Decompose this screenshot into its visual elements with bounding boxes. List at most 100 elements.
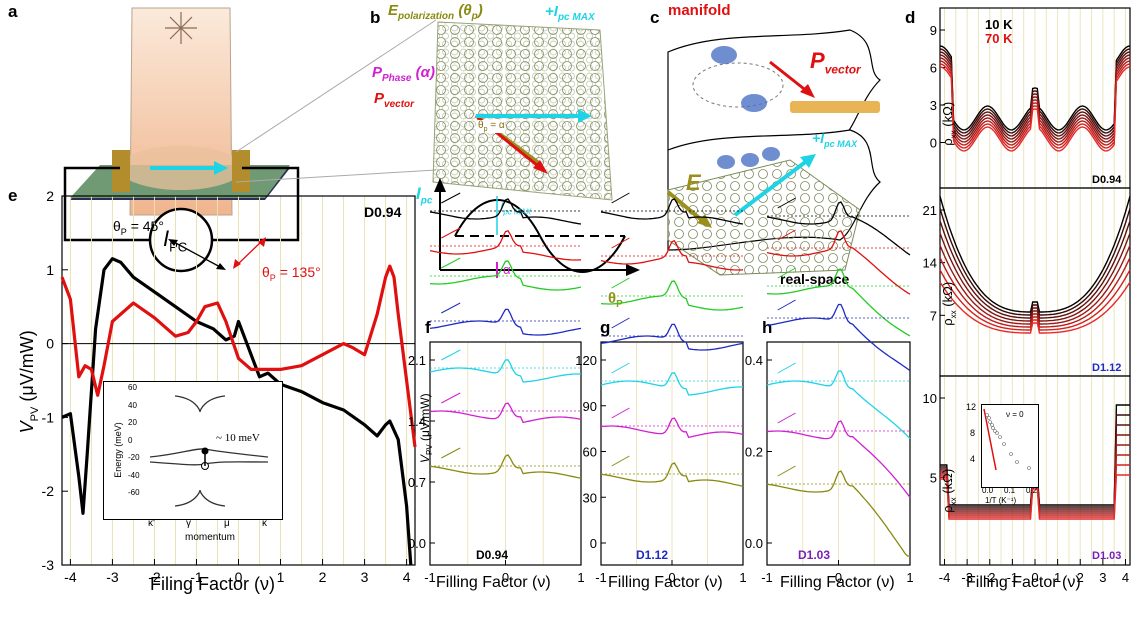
- inset-ytick: 60: [128, 383, 137, 392]
- h-trace: [766, 370, 911, 440]
- d-ytick-label: 10: [923, 391, 937, 406]
- e-ytick-label: -2: [42, 483, 55, 499]
- d-ytick-label: 0: [930, 136, 937, 151]
- g-xtick-label: -1: [595, 570, 607, 585]
- panel-h-letter: h: [762, 318, 773, 337]
- f-polarization-arrow: [441, 349, 461, 361]
- d-xtick-label: -4: [939, 570, 951, 585]
- g-polarization-arrow: [611, 455, 630, 467]
- electrode-left: [112, 150, 130, 192]
- e-xtick-label: 4: [403, 569, 411, 585]
- d-inset-xlabel: 1/T (K⁻¹): [985, 496, 1017, 505]
- d-resistivity-trace: [939, 257, 1131, 328]
- e-xtick-label: 2: [319, 569, 327, 585]
- theta-45-label: θP = 45°: [113, 218, 164, 237]
- g-trace: [600, 323, 744, 351]
- manifold-label: manifold: [668, 2, 731, 19]
- zoom-line-top: [235, 19, 437, 153]
- f-ytick-label: 2.1: [408, 353, 426, 368]
- d-ytick-label: 9: [930, 23, 937, 38]
- inset-xtick: κ': [148, 518, 155, 529]
- inset-xtick: γ: [186, 518, 191, 529]
- g-polarization-arrow: [611, 237, 630, 249]
- f-polarization-arrow: [441, 447, 461, 459]
- real-space-lattice: [667, 159, 861, 276]
- ipc-axis-label: Ipc: [416, 184, 433, 207]
- d-inset-ytick: 12: [966, 402, 977, 412]
- e-xtick-label: -4: [64, 569, 77, 585]
- d1-device-label: D0.94: [1092, 174, 1122, 186]
- panel-e-letter: e: [8, 186, 18, 205]
- pphase-label: PPhase (α): [372, 64, 435, 84]
- g-xtick-label: 0: [668, 570, 675, 585]
- e-ytick-label: 0: [46, 336, 54, 352]
- d3-device-label: D1.03: [1092, 550, 1122, 562]
- f-trace: [429, 359, 581, 383]
- d-resistivity-trace: [939, 269, 1131, 331]
- d-xtick-label: -3: [961, 570, 973, 585]
- f-trace: [429, 454, 582, 479]
- g-polarization-arrow: [611, 362, 630, 374]
- h-trace: [766, 470, 910, 557]
- panel-a-letter: a: [8, 2, 18, 21]
- h-ytick-label: 0.4: [745, 353, 763, 368]
- e-xtick-label: 0: [235, 569, 243, 585]
- g-polarization-arrow: [611, 407, 630, 419]
- d-inset-ytick: 8: [970, 428, 976, 438]
- d-resistivity-trace: [939, 66, 1131, 152]
- d-xtick-label: -1: [1007, 570, 1019, 585]
- e-ytick-label: -1: [42, 409, 55, 425]
- h-trace: [766, 420, 911, 498]
- h-polarization-arrow: [777, 229, 796, 241]
- f-device-label: D0.94: [476, 548, 509, 562]
- h-xtick-label: 0: [835, 570, 842, 585]
- h-polarization-arrow: [777, 197, 796, 209]
- f-polarization-arrow: [441, 227, 461, 239]
- f-trace: [429, 402, 582, 424]
- e-ytick-label: 1: [46, 262, 54, 278]
- h-ytick-label: 0.2: [745, 445, 763, 460]
- wavepacket-3: [717, 155, 735, 169]
- f-ytick-label: 0.7: [408, 475, 426, 490]
- f-xtick-label: 0: [502, 570, 509, 585]
- d-ytick-label: 14: [923, 256, 937, 271]
- h-xlabel: Filling Factor (ν): [780, 574, 895, 591]
- f-xlabel: Filling Factor (ν): [436, 574, 551, 591]
- e-ytick-label: -3: [42, 557, 55, 573]
- h-xtick-label: -1: [761, 570, 773, 585]
- panel-g-letter: g: [600, 318, 611, 337]
- d-inset-xtick: 0.0: [982, 486, 994, 495]
- d-inset-fit: [983, 408, 997, 471]
- f-trace: [429, 198, 582, 225]
- circuit-wire-left: [63, 166, 150, 242]
- e-label-c: E: [686, 170, 701, 195]
- zoom-line-bottom: [235, 169, 437, 183]
- theta-135-label: θP = 135°: [262, 264, 321, 283]
- d-resistivity-trace: [939, 57, 1131, 143]
- g-trace: [600, 280, 744, 311]
- e-xtick-label: 3: [361, 569, 369, 585]
- d-resistivity-trace: [939, 208, 1131, 316]
- f-xtick-label: 1: [577, 570, 584, 585]
- sine-curve: [454, 199, 626, 273]
- h-polarization-arrow: [777, 412, 796, 424]
- g-polarization-arrow: [611, 192, 630, 204]
- g-polarization-arrow: [611, 277, 630, 289]
- f-polarization-arrow: [441, 392, 461, 404]
- d-resistivity-trace: [939, 196, 1131, 313]
- pvector-label-c: Pvector: [810, 48, 861, 77]
- d-ytick-label: 6: [930, 61, 937, 76]
- gap-label: ~ 10 meV: [216, 432, 260, 444]
- d-xlabel: Filling Factor (ν): [966, 574, 1081, 591]
- d-resistivity-trace: [940, 474, 1130, 520]
- panel-d-letter: d: [905, 8, 916, 27]
- d-xtick-label: -2: [984, 570, 996, 585]
- d-inset-ticks: 12 8 4 0.0 0.1 0.2: [966, 402, 1046, 504]
- g-ytick-label: 30: [583, 490, 597, 505]
